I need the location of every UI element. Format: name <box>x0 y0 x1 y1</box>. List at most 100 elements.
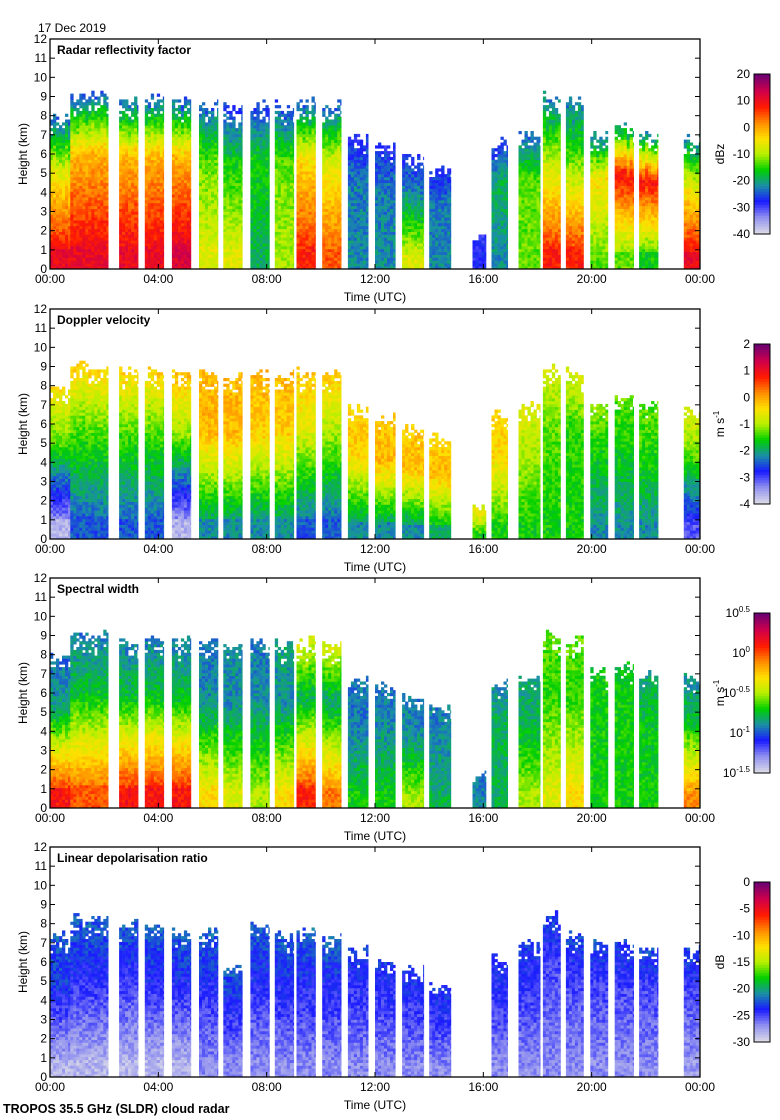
heatmap-cell <box>256 248 260 253</box>
heatmap-cell <box>59 191 63 195</box>
heatmap-cell <box>199 128 203 132</box>
heatmap-cell <box>302 136 306 140</box>
heatmap-cell <box>153 159 158 163</box>
heatmap-cell <box>268 223 270 227</box>
heatmap-cell <box>353 254 358 258</box>
heatmap-cell <box>70 257 74 261</box>
heatmap-cell <box>137 185 139 189</box>
heatmap-cell <box>82 125 86 129</box>
heatmap-cell <box>50 151 54 155</box>
heatmap-cell <box>274 248 279 253</box>
heatmap-cell <box>56 208 60 212</box>
heatmap-cell <box>235 174 239 178</box>
heatmap-cell <box>153 139 158 143</box>
heatmap-cell <box>186 200 191 204</box>
heatmap-cell <box>56 165 60 169</box>
heatmap-cell <box>56 228 60 232</box>
heatmap-cell <box>85 220 89 224</box>
heatmap-cell <box>183 208 188 212</box>
heatmap-cell <box>214 202 218 207</box>
heatmap-cell <box>308 228 312 232</box>
heatmap-cell <box>162 197 165 201</box>
heatmap-cell <box>356 228 361 232</box>
heatmap-cell <box>229 159 233 163</box>
heatmap-cell <box>147 110 152 115</box>
heatmap-cell <box>119 191 123 195</box>
heatmap-cell <box>189 108 192 112</box>
heatmap-cell <box>144 208 149 212</box>
heatmap-cell <box>128 223 132 227</box>
heatmap-cell <box>53 179 57 184</box>
heatmap-cell <box>174 185 179 189</box>
heatmap-cell <box>68 205 71 209</box>
heatmap-cell <box>314 119 316 123</box>
heatmap-cell <box>56 188 60 192</box>
heatmap-cell <box>328 128 332 132</box>
heatmap-cell <box>347 191 352 195</box>
heatmap-cell <box>211 148 215 152</box>
heatmap-cell <box>180 202 185 207</box>
heatmap-cell <box>82 108 86 112</box>
heatmap-cell <box>162 234 165 238</box>
heatmap-cell <box>162 202 165 207</box>
heatmap-cell <box>59 260 63 264</box>
heatmap-cell <box>340 251 342 255</box>
heatmap-cell <box>94 154 98 158</box>
heatmap-cell <box>296 234 300 238</box>
heatmap-cell <box>82 254 86 258</box>
heatmap-cell <box>314 228 316 232</box>
heatmap-cell <box>229 248 233 253</box>
heatmap-cell <box>223 263 227 267</box>
heatmap-cell <box>159 208 164 212</box>
heatmap-cell <box>229 214 233 218</box>
heatmap-cell <box>162 251 165 255</box>
heatmap-cell <box>134 191 138 195</box>
heatmap-cell <box>70 179 74 184</box>
heatmap-cell <box>268 174 270 178</box>
heatmap-cell <box>308 168 312 172</box>
heatmap-cell <box>150 156 155 161</box>
heatmap-cell <box>265 251 269 255</box>
heatmap-cell <box>103 254 107 258</box>
heatmap-cell <box>162 151 165 155</box>
heatmap-cell <box>331 182 335 186</box>
heatmap-cell <box>256 179 260 184</box>
heatmap-cell <box>232 154 236 158</box>
heatmap-cell <box>171 231 176 235</box>
heatmap-cell <box>296 231 300 235</box>
heatmap-cell <box>305 162 309 166</box>
heatmap-cell <box>189 156 192 161</box>
heatmap-cell <box>91 266 95 269</box>
heatmap-cell <box>174 119 179 123</box>
heatmap-cell <box>147 171 152 175</box>
heatmap-cell <box>322 202 326 207</box>
heatmap-cell <box>97 102 101 106</box>
heatmap-cell <box>177 251 182 255</box>
heatmap-cell <box>362 237 367 241</box>
heatmap-cell <box>128 151 132 155</box>
heatmap-cell <box>238 200 242 204</box>
heatmap-cell <box>235 182 239 186</box>
heatmap-cell <box>356 154 361 158</box>
heatmap-cell <box>100 214 104 218</box>
heatmap-cell <box>131 113 135 117</box>
heatmap-cell <box>65 205 69 209</box>
heatmap-cell <box>202 131 206 135</box>
heatmap-cell <box>85 211 89 215</box>
heatmap-cell <box>262 168 266 172</box>
heatmap-cell <box>223 177 227 181</box>
heatmap-cell <box>226 148 230 152</box>
heatmap-cell <box>147 202 152 207</box>
heatmap-cell <box>208 142 212 146</box>
heatmap-cell <box>79 148 83 152</box>
heatmap-cell <box>232 228 236 232</box>
heatmap-cell <box>205 200 209 204</box>
heatmap-cell <box>283 168 288 172</box>
heatmap-cell <box>359 156 364 161</box>
heatmap-cell <box>156 254 161 258</box>
heatmap-cell <box>156 128 161 132</box>
heatmap-cell <box>82 113 86 117</box>
heatmap-cell <box>296 205 300 209</box>
heatmap-cell <box>183 202 188 207</box>
heatmap-cell <box>325 243 329 247</box>
